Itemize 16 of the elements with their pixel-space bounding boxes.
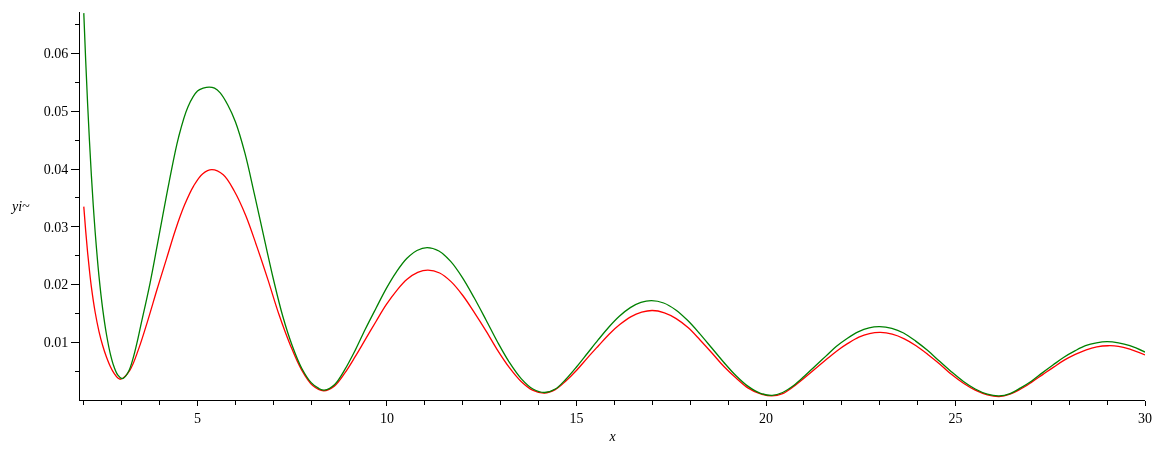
y-tick-label: 0.04 — [43, 161, 69, 177]
x-tick-label: 15 — [569, 410, 584, 426]
y-tick-label: 0.02 — [43, 277, 69, 293]
x-tick-label: 20 — [759, 410, 773, 426]
y-tick-label: 0.06 — [43, 46, 69, 62]
y-axis-title: yi~ — [10, 199, 31, 214]
y-tick-label: 0.01 — [43, 335, 69, 351]
x-tick-label: 5 — [193, 410, 201, 426]
line-series — [83, 12, 1145, 397]
x-tick-label: 25 — [948, 410, 963, 426]
line-series — [83, 168, 1145, 398]
y-tick-label: 0.05 — [43, 104, 69, 120]
y-tick-label: 0.03 — [43, 219, 69, 235]
x-tick-label: 30 — [1138, 410, 1152, 426]
x-axis-title: x — [608, 429, 617, 445]
x-tick-label: 10 — [379, 410, 394, 426]
